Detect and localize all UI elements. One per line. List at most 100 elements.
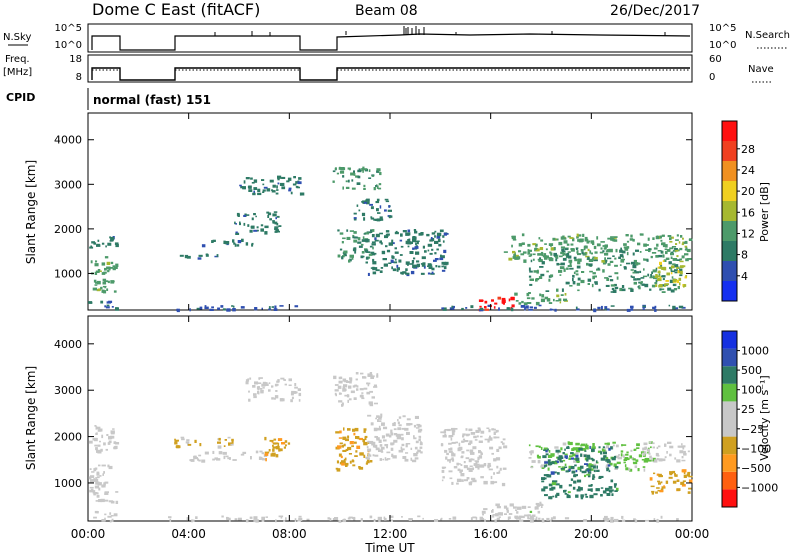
velocity-echo-cell <box>110 515 114 517</box>
power-echo-cell <box>610 236 615 238</box>
power-echo-cell <box>614 272 619 275</box>
power-echo-cell <box>559 266 565 270</box>
velocity-echo-cell <box>517 516 522 520</box>
power-echo-cell <box>367 272 370 276</box>
velocity-echo-cell <box>264 452 269 456</box>
power-echo-cell <box>415 240 420 242</box>
velocity-echo-cell <box>264 436 267 441</box>
velocity-echo-cell <box>489 435 491 439</box>
freq-trace <box>91 67 690 81</box>
velocity-echo-cell <box>493 472 495 475</box>
velocity-echo-cell <box>456 482 459 485</box>
power-echo-cell <box>273 211 278 213</box>
velocity-echo-cell <box>614 490 618 492</box>
velocity-echo-cell <box>580 453 583 457</box>
power-echo-cell <box>371 229 375 232</box>
power-echo-cell <box>226 308 231 312</box>
velocity-echo-cell <box>417 429 422 433</box>
power-echo-cell <box>566 243 570 246</box>
power-echo-cell <box>577 261 581 265</box>
power-echo-cell <box>650 274 653 278</box>
power-echo-cell <box>179 254 184 257</box>
velocity-echo-cell <box>578 448 583 451</box>
power-echo-region <box>239 175 305 196</box>
power-echo-cell <box>381 250 386 255</box>
velocity-echo-cell <box>229 457 231 460</box>
velocity-echo-cell <box>480 430 485 434</box>
power-echo-cell <box>647 273 650 277</box>
velocity-echo-cell <box>356 385 359 388</box>
power-echo-cell <box>619 287 623 292</box>
velocity-echo-cell <box>621 515 624 519</box>
velocity-echo-cell <box>496 465 499 469</box>
power-echo-cell <box>655 274 658 277</box>
velocity-echo-cell <box>274 395 279 399</box>
velocity-echo-cell <box>290 392 294 396</box>
velocity-echo-cell <box>402 415 406 418</box>
velocity-echo-cell <box>589 445 591 449</box>
power-echo-cell <box>232 308 236 312</box>
velocity-echo-cell <box>614 484 617 488</box>
velocity-echo-cell <box>367 414 372 417</box>
power-echo-cell <box>110 236 115 240</box>
velocity-echo-cell <box>342 436 347 440</box>
freq-label-2: [MHz] <box>3 67 32 78</box>
velocity-echo-cell <box>343 518 346 522</box>
power-echo-cell <box>479 305 482 308</box>
power-echo-cell <box>361 239 366 242</box>
velocity-echo-cell <box>573 460 576 463</box>
power-echo-cell <box>342 255 345 258</box>
velocity-echo-cell <box>371 396 375 399</box>
power-echo-cell <box>252 192 256 196</box>
power-echo-cell <box>104 256 109 259</box>
velocity-echo-cell <box>419 446 423 449</box>
velocity-echo-cell <box>373 384 377 388</box>
velocity-echo-cell <box>643 468 646 472</box>
velocity-echo-cell <box>370 376 374 379</box>
power-echo-cell <box>443 266 447 270</box>
power-echo-cell <box>272 220 275 223</box>
power-echo-cell <box>670 289 675 293</box>
power-echo-cell <box>568 259 573 263</box>
velocity-echo-cell <box>490 475 493 480</box>
velocity-echo-cell <box>257 386 260 388</box>
power-echo-cell <box>353 239 358 243</box>
power-echo-cell <box>579 238 584 242</box>
velocity-echo-cell <box>607 463 611 466</box>
power-echo-cell <box>630 269 634 271</box>
power-echo-cell <box>637 286 640 288</box>
power-echo-cell <box>660 264 663 267</box>
power-echo-cell <box>434 258 439 261</box>
power-echo-cell <box>604 308 607 311</box>
x-tick-label: 08:00 <box>272 527 307 541</box>
power-echo-cell <box>570 248 575 252</box>
velocity-echo-cell <box>529 519 534 523</box>
velocity-echo-cell <box>356 388 359 391</box>
velocity-echo-cell <box>545 453 549 456</box>
power-echo-cell <box>376 208 379 212</box>
velocity-echo-cell <box>679 450 684 454</box>
power-echo-cell <box>353 217 357 220</box>
velocity-echo-cell <box>624 464 627 468</box>
velocity-echo-cell <box>112 428 115 430</box>
velocity-echo-cell <box>404 458 409 462</box>
cpid-label: CPID <box>6 91 35 104</box>
velocity-echo-cell <box>564 453 568 456</box>
velocity-echo-cell <box>88 476 92 480</box>
velocity-echo-cell <box>676 488 681 491</box>
power-echo-cell <box>349 167 351 171</box>
power-echo-cell <box>400 245 404 248</box>
velocity-echo-cell <box>278 515 284 518</box>
velocity-echo-cell <box>576 460 580 463</box>
power-echo-cell <box>243 214 247 217</box>
power-echo-cell <box>274 305 277 309</box>
power-echo-cell <box>673 278 675 282</box>
power-echo-cell <box>239 184 242 187</box>
velocity-echo-cell <box>176 445 180 449</box>
velocity-echo-cell <box>417 449 421 453</box>
velocity-echo-cell <box>93 516 97 519</box>
power-echo-cell <box>629 238 634 241</box>
velocity-echo-cell <box>607 442 610 446</box>
velocity-echo-cell <box>265 516 268 518</box>
velocity-echo-cell <box>552 480 554 483</box>
